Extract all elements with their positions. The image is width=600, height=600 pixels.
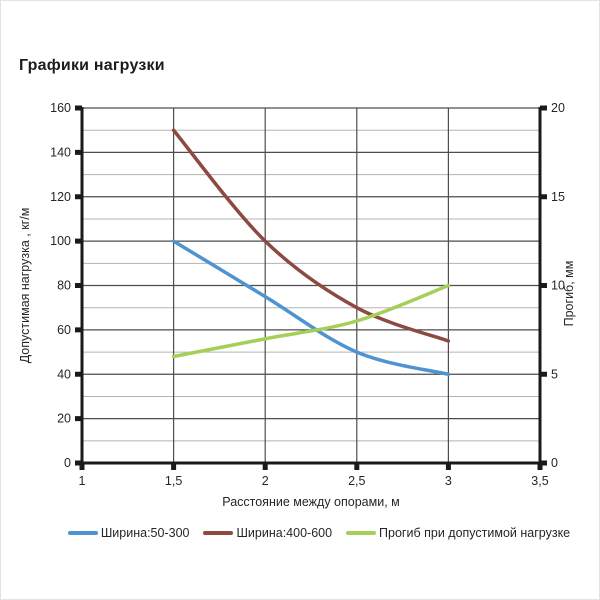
page-title: Графики нагрузки [19,57,165,74]
legend-label: Ширина:50-300 [100,526,190,540]
y-left-tick-label: 0 [64,456,71,470]
y-right-tick-label: 5 [551,367,558,381]
series-line-0 [171,239,451,377]
legend-swatch [346,531,377,535]
legend-label: Прогиб при допустимой нагрузке [379,526,571,540]
y-left-tick-label: 120 [50,190,71,204]
legend-item-1: Ширина:400-600 [203,526,332,540]
y-right-tick-label: 10 [551,279,565,293]
y-left-axis-title: Допустимая нагрузка , кг/м [18,208,32,364]
x-tick-label: 3 [445,474,452,488]
legend-item-0: Ширина:50-300 [67,526,190,540]
y-left-tick-label: 160 [50,101,71,115]
y-right-tick-label: 0 [551,456,558,470]
x-tick-label: 3,5 [531,474,548,488]
x-tick-label: 1,5 [165,474,182,488]
x-axis-title: Расстояние между опорами, м [222,495,399,509]
legend-swatch [67,531,98,535]
y-left-tick-label: 20 [57,412,71,426]
legend-label: Ширина:400-600 [236,526,333,540]
series-line-1 [171,128,451,343]
y-right-tick-label: 15 [551,190,565,204]
legend-swatch [203,531,234,535]
y-right-tick-label: 20 [551,101,565,115]
chart-legend: Ширина:50-300 Ширина:400-600 Прогиб при до… [1,526,599,540]
series-line-2 [171,283,451,359]
y-left-tick-label: 40 [57,367,71,381]
y-left-tick-label: 60 [57,323,71,337]
x-tick-label: 2,5 [348,474,365,488]
y-left-tick-label: 140 [50,145,71,159]
y-left-tick-label: 100 [50,234,71,248]
y-left-tick-label: 80 [57,279,71,293]
legend-item-2: Прогиб при допустимой нагрузке [346,526,570,540]
x-tick-label: 1 [79,474,86,488]
x-tick-label: 2 [262,474,269,488]
y-right-axis-title: Прогиб, мм [562,261,576,327]
